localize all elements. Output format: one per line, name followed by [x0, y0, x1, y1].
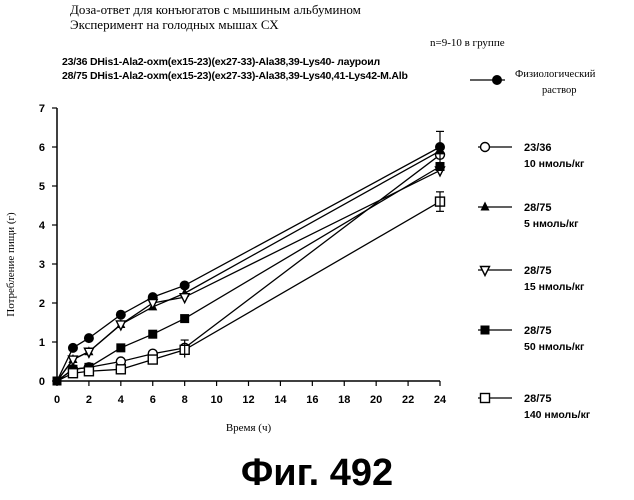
legend-marker	[481, 143, 490, 152]
x-tick-label: 0	[54, 394, 60, 406]
series-line-1	[57, 155, 440, 381]
legend-marker	[481, 394, 490, 403]
series-0-point	[68, 343, 77, 352]
series-4-point	[180, 314, 189, 323]
x-tick-label: 2	[86, 394, 92, 406]
x-tick-label: 20	[370, 394, 382, 406]
x-tick-label: 12	[242, 394, 254, 406]
legend-marker	[481, 267, 490, 276]
series-4-point	[116, 343, 125, 352]
series-4-point	[436, 162, 445, 171]
series-5-point	[84, 367, 93, 376]
legend-marker	[493, 76, 502, 85]
legend-label: 28/75	[524, 393, 552, 405]
figure-label: Фиг. 492	[0, 452, 634, 495]
x-tick-label: 16	[306, 394, 318, 406]
x-tick-label: 10	[210, 394, 222, 406]
legend-marker	[481, 326, 490, 335]
legend-dose: 140 нмоль/кг	[524, 409, 591, 421]
legend-dose: 50 нмоль/кг	[524, 341, 585, 353]
series-line-0	[57, 147, 440, 381]
legend-dose: 5 нмоль/кг	[524, 218, 579, 230]
x-tick-label: 22	[402, 394, 414, 406]
y-tick-label: 3	[39, 259, 45, 271]
legend-label: раствор	[542, 85, 577, 96]
x-tick-label: 24	[434, 394, 447, 406]
x-tick-label: 6	[150, 394, 156, 406]
series-5-point	[116, 365, 125, 374]
legend-label: 28/75	[524, 325, 552, 337]
x-tick-label: 8	[182, 394, 188, 406]
series-5-point	[148, 355, 157, 364]
x-tick-label: 18	[338, 394, 350, 406]
y-tick-label: 6	[39, 142, 45, 154]
series-5-point	[68, 369, 77, 378]
x-tick-label: 14	[274, 394, 287, 406]
series-4-point	[148, 330, 157, 339]
y-tick-label: 0	[39, 376, 45, 388]
series-line-3	[57, 170, 440, 381]
y-tick-label: 5	[39, 181, 45, 193]
series-0-point	[116, 310, 125, 319]
legend-label: 28/75	[524, 202, 552, 214]
series-0-point	[84, 334, 93, 343]
y-axis-title: Потребление пищи (г)	[5, 212, 17, 317]
y-tick-label: 2	[39, 298, 45, 310]
legend-marker	[481, 202, 490, 211]
legend-dose: 10 нмоль/кг	[524, 158, 585, 170]
series-line-5	[57, 202, 440, 381]
y-tick-label: 4	[39, 220, 46, 232]
origin-point	[53, 377, 62, 386]
y-tick-label: 7	[39, 103, 45, 115]
legend-label: 23/36	[524, 142, 552, 154]
x-tick-label: 4	[118, 394, 125, 406]
legend-label: Физиологический	[515, 69, 596, 80]
y-tick-label: 1	[39, 337, 45, 349]
series-3-point	[148, 300, 157, 309]
legend-dose: 15 нмоль/кг	[524, 281, 585, 293]
legend-label: 28/75	[524, 265, 552, 277]
x-axis-title: Время (ч)	[226, 422, 272, 434]
